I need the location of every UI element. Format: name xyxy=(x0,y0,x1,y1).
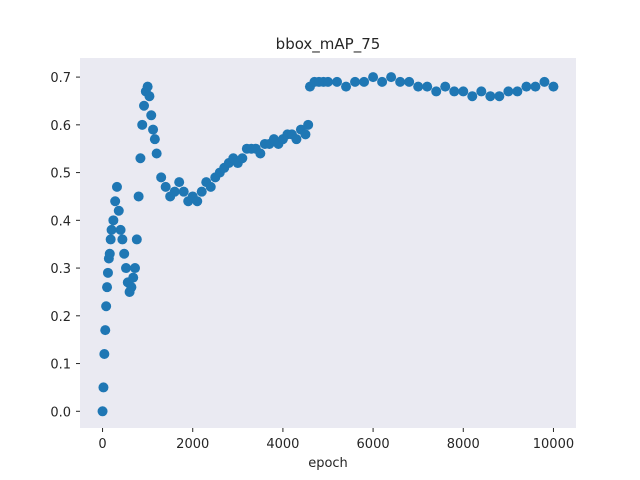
data-point xyxy=(120,263,131,274)
plot-area xyxy=(80,58,576,428)
data-point xyxy=(458,86,469,97)
data-point xyxy=(485,91,496,102)
data-point xyxy=(255,148,266,159)
data-point xyxy=(303,119,314,130)
data-point xyxy=(404,76,415,87)
x-tick-label: 10000 xyxy=(533,437,574,452)
data-point xyxy=(341,81,352,92)
data-point xyxy=(128,272,139,283)
data-point xyxy=(106,224,117,235)
data-point xyxy=(476,86,487,97)
y-tick-label: 0.2 xyxy=(50,310,71,325)
data-point xyxy=(108,215,119,226)
data-point xyxy=(521,81,532,92)
y-tick-label: 0.6 xyxy=(50,119,71,134)
data-point xyxy=(149,134,160,145)
data-point xyxy=(146,110,157,121)
data-point xyxy=(422,81,433,92)
data-point xyxy=(119,248,130,259)
y-tick-label: 0.1 xyxy=(50,358,71,373)
x-axis: 0 2000 4000 6000 8000 10000 xyxy=(98,428,574,452)
data-point xyxy=(300,129,311,140)
x-tick-label: 4000 xyxy=(266,437,299,452)
data-point xyxy=(467,91,478,102)
y-tick-label: 0.4 xyxy=(50,214,71,229)
data-point xyxy=(126,282,137,293)
data-point xyxy=(110,196,121,207)
data-point xyxy=(323,76,333,87)
chart-title: bbox_mAP_75 xyxy=(276,35,381,54)
data-point xyxy=(102,267,113,278)
data-point xyxy=(350,76,361,87)
data-point xyxy=(97,406,108,417)
y-axis: 0.0 0.1 0.2 0.3 0.4 0.5 0.6 0.7 xyxy=(50,71,80,420)
data-point xyxy=(117,234,128,245)
data-point xyxy=(104,248,115,259)
data-point xyxy=(105,234,116,245)
data-point xyxy=(291,134,302,145)
data-point xyxy=(395,76,406,87)
data-point xyxy=(548,81,559,92)
y-tick-label: 0.3 xyxy=(50,262,71,277)
data-point xyxy=(135,153,146,164)
data-point xyxy=(139,100,150,111)
data-point xyxy=(196,186,207,197)
data-point xyxy=(440,81,451,92)
data-point xyxy=(368,72,379,83)
data-point xyxy=(148,124,159,135)
data-point xyxy=(449,86,460,97)
data-point xyxy=(503,86,514,97)
data-point xyxy=(332,76,343,87)
data-point xyxy=(539,76,550,87)
y-tick-label: 0.0 xyxy=(50,405,71,420)
data-point xyxy=(151,148,162,159)
data-point xyxy=(133,191,144,202)
x-tick-label: 8000 xyxy=(447,437,480,452)
data-point xyxy=(205,181,216,192)
data-point xyxy=(102,282,113,293)
y-tick-label: 0.5 xyxy=(50,167,71,182)
data-point xyxy=(413,81,424,92)
data-point xyxy=(178,186,189,197)
data-point xyxy=(99,349,110,359)
points-layer xyxy=(97,72,559,417)
data-point xyxy=(377,76,388,87)
data-point xyxy=(130,263,141,274)
x-axis-title: epoch xyxy=(308,456,348,471)
data-point xyxy=(98,382,109,393)
data-point xyxy=(111,181,122,192)
y-tick-label: 0.7 xyxy=(50,71,71,86)
x-tick-label: 6000 xyxy=(357,437,390,452)
data-point xyxy=(101,301,112,312)
data-point xyxy=(494,91,505,102)
data-point xyxy=(512,86,523,97)
x-tick-label: 2000 xyxy=(176,437,209,452)
data-point xyxy=(174,177,185,188)
data-point xyxy=(169,186,180,197)
data-point xyxy=(137,119,148,130)
data-point xyxy=(115,224,126,235)
data-point xyxy=(160,181,171,192)
data-point xyxy=(100,325,111,336)
data-point xyxy=(192,196,203,207)
data-point xyxy=(237,153,248,164)
data-point xyxy=(144,91,155,102)
data-point xyxy=(113,205,124,216)
data-point xyxy=(156,172,167,183)
data-point xyxy=(142,81,153,92)
data-point xyxy=(530,81,541,92)
data-point xyxy=(431,86,442,97)
x-tick-label: 0 xyxy=(98,437,106,452)
data-point xyxy=(386,72,397,83)
data-point xyxy=(359,76,370,87)
data-point xyxy=(131,234,142,245)
